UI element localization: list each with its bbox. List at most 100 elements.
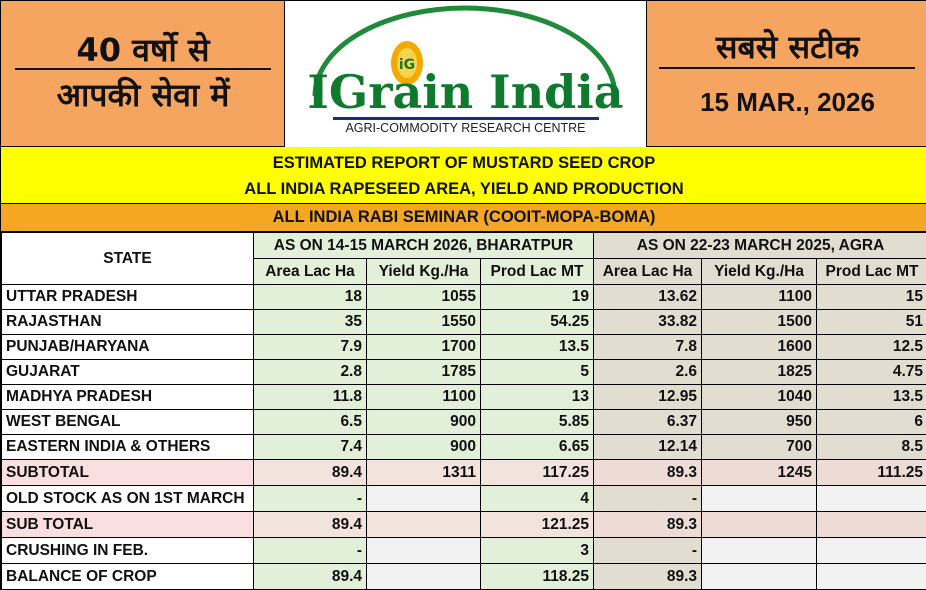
value-cell: [366, 537, 481, 564]
value-cell: 33.82: [593, 309, 703, 335]
state-cell: CRUSHING IN FEB.: [1, 537, 254, 564]
state-cell: UTTAR PRADESH: [1, 284, 254, 310]
value-cell: [701, 563, 818, 590]
table-row: OLD STOCK AS ON 1ST MARCH -4-: [1, 485, 926, 512]
value-cell: [701, 537, 818, 564]
value-cell: [701, 485, 818, 512]
state-cell: OLD STOCK AS ON 1ST MARCH: [1, 485, 254, 512]
seminar-title: ALL INDIA RABI SEMINAR (COOIT-MOPA-BOMA): [1, 204, 926, 232]
value-cell: 89.4: [253, 459, 367, 486]
group-header-2026: AS ON 14-15 MARCH 2026, BHARATPUR: [252, 232, 595, 259]
value-cell: 7.4: [253, 434, 367, 460]
state-header: STATE: [1, 232, 254, 285]
logo-underline: [333, 117, 599, 120]
value-cell: [701, 511, 818, 538]
value-cell: -: [593, 537, 703, 564]
value-cell: 19: [479, 284, 595, 310]
report-subtitle: ALL INDIA RAPESEED AREA, YIELD AND PRODU…: [244, 180, 684, 198]
value-cell: [816, 485, 926, 512]
value-cell: 1700: [366, 334, 481, 360]
value-cell: 6.5: [253, 409, 367, 435]
value-cell: 7.9: [253, 334, 367, 360]
value-cell: [366, 485, 481, 512]
tagline-divider: [15, 68, 271, 70]
value-cell: [366, 563, 481, 590]
value-cell: 35: [253, 309, 367, 335]
tagline-panel: 40 वर्षो से आपकी सेवा में: [1, 1, 285, 147]
state-cell: WEST BENGAL: [1, 409, 254, 435]
table-row: RAJASTHAN 35 1550 54.25 33.82 1500 51: [1, 309, 926, 335]
value-cell: 12.14: [593, 434, 703, 460]
col-header: Yield Kg./Ha: [701, 258, 818, 285]
value-cell: 13.5: [479, 334, 595, 360]
logo: iG IGrain India AGRI-COMMODITY RESEARCH …: [285, 1, 646, 147]
value-cell: 2.6: [593, 359, 703, 385]
state-cell: RAJASTHAN: [1, 309, 254, 335]
value-cell: 6: [816, 409, 926, 435]
value-cell: 11.8: [253, 384, 367, 410]
col-header: Area Lac Ha: [253, 258, 367, 285]
table-row: UTTAR PRADESH 18 1055 19 13.62 1100 15: [1, 284, 926, 310]
header: 40 वर्षो से आपकी सेवा में iG IGrain Indi…: [1, 1, 926, 147]
state-cell: SUBTOTAL: [1, 459, 254, 486]
table-row: BALANCE OF CROP 89.4 118.25 89.3: [1, 563, 926, 590]
value-cell: 3: [479, 537, 595, 564]
value-cell: 6.37: [593, 409, 703, 435]
value-cell: 950: [701, 409, 818, 435]
value-cell: 111.25: [816, 459, 926, 486]
value-cell: 700: [701, 434, 818, 460]
col-header: Prod Lac MT: [479, 258, 595, 285]
state-cell: GUJARAT: [1, 359, 254, 385]
value-cell: 118.25: [479, 563, 595, 590]
value-cell: 89.3: [593, 563, 703, 590]
state-cell: PUNJAB/HARYANA: [1, 334, 254, 360]
value-cell: 54.25: [479, 309, 595, 335]
value-cell: 18: [253, 284, 367, 310]
value-cell: 1040: [701, 384, 818, 410]
value-cell: 900: [366, 434, 481, 460]
value-cell: 5: [479, 359, 595, 385]
report-date: 15 MAR., 2026: [700, 87, 875, 117]
state-cell: BALANCE OF CROP: [1, 563, 254, 590]
value-cell: 5.85: [479, 409, 595, 435]
value-cell: 1100: [366, 384, 481, 410]
value-cell: -: [253, 485, 367, 512]
value-cell: 900: [366, 409, 481, 435]
logo-subtitle: AGRI-COMMODITY RESEARCH CENTRE: [345, 121, 586, 135]
value-cell: 8.5: [816, 434, 926, 460]
value-cell: 1825: [701, 359, 818, 385]
value-cell: 4.75: [816, 359, 926, 385]
date-divider: [659, 67, 915, 69]
value-cell: [816, 511, 926, 538]
logo-name: IGrain India: [307, 65, 624, 119]
state-cell: SUB TOTAL: [1, 511, 254, 538]
value-cell: 89.4: [253, 511, 367, 538]
value-cell: 4: [479, 485, 595, 512]
state-cell: MADHYA PRADESH: [1, 384, 254, 410]
value-cell: 12.95: [593, 384, 703, 410]
value-cell: 13.62: [593, 284, 703, 310]
date-panel: सबसे सटीक 15 MAR., 2026: [646, 1, 926, 147]
value-cell: -: [253, 537, 367, 564]
value-cell: 1311: [366, 459, 481, 486]
value-cell: 2.8: [253, 359, 367, 385]
value-cell: [816, 563, 926, 590]
table-row: SUB TOTAL 89.4 121.25 89.3: [1, 511, 926, 538]
accuracy-tagline: सबसे सटीक: [715, 28, 860, 66]
value-cell: 1785: [366, 359, 481, 385]
value-cell: 117.25: [479, 459, 595, 486]
col-header: Area Lac Ha: [593, 258, 703, 285]
value-cell: 89.4: [253, 563, 367, 590]
value-cell: 89.3: [593, 511, 703, 538]
value-cell: 89.3: [593, 459, 703, 486]
group-header-2025: AS ON 22-23 MARCH 2025, AGRA: [593, 232, 926, 259]
col-header: Yield Kg./Ha: [366, 258, 481, 285]
value-cell: 1100: [701, 284, 818, 310]
logo-graphic: iG: [312, 5, 618, 97]
value-cell: 51: [816, 309, 926, 335]
value-cell: 121.25: [479, 511, 595, 538]
tagline-line2: आपकी सेवा में: [56, 76, 230, 114]
value-cell: 1245: [701, 459, 818, 486]
value-cell: 12.5: [816, 334, 926, 360]
